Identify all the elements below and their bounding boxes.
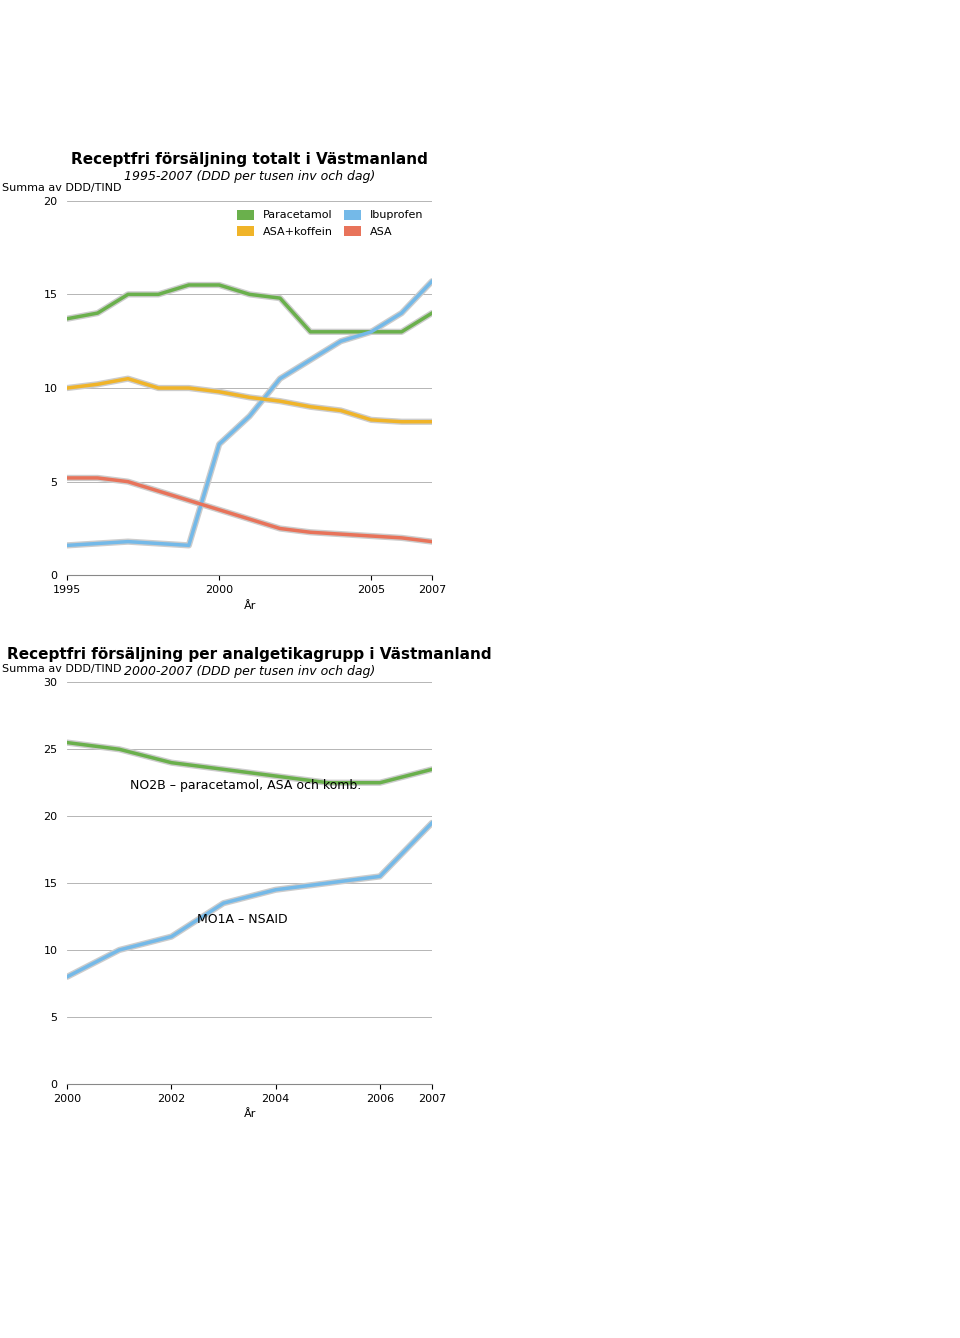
Text: Summa av DDD/TIND: Summa av DDD/TIND [2, 183, 121, 193]
ASA [304, 524, 316, 541]
Text: MO1A – NSAID: MO1A – NSAID [198, 914, 288, 926]
Text: Receptfri försäljning per analgetikagrupp i Västmanland: Receptfri försäljning per analgetikagrup… [8, 648, 492, 662]
Line: Paracetamol: Paracetamol [67, 285, 432, 332]
Ibuprofen [335, 333, 347, 349]
ASA [366, 529, 377, 545]
ASA+koffein [426, 413, 438, 429]
ASA [153, 483, 164, 499]
Ibuprofen [122, 534, 133, 550]
X-axis label: År: År [244, 1109, 255, 1119]
Paracetamol [366, 324, 377, 340]
Paracetamol [304, 324, 316, 340]
Ibuprofen [183, 538, 195, 554]
ASA+koffein [304, 399, 316, 415]
ASA+koffein [61, 380, 73, 396]
Text: 1995-2007 (DDD per tusen inv och dag): 1995-2007 (DDD per tusen inv och dag) [124, 170, 375, 183]
Paracetamol [213, 277, 225, 293]
ASA [122, 474, 133, 490]
ASA [183, 492, 195, 508]
ASA [244, 511, 255, 527]
Line: ASA: ASA [67, 478, 432, 542]
Text: Summa av DDD/TIND: Summa av DDD/TIND [2, 665, 121, 674]
ASA [275, 520, 286, 537]
Text: Receptfri försäljning totalt i Västmanland: Receptfri försäljning totalt i Västmanla… [71, 153, 428, 167]
Line: Ibuprofen: Ibuprofen [67, 281, 432, 546]
ASA+koffein [122, 371, 133, 387]
Paracetamol [183, 277, 195, 293]
ASA+koffein [335, 403, 347, 419]
ASA+koffein [183, 380, 195, 396]
Paracetamol [153, 286, 164, 302]
Ibuprofen [304, 352, 316, 368]
Ibuprofen [92, 535, 104, 551]
ASA [335, 526, 347, 542]
X-axis label: År: År [244, 601, 255, 610]
Ibuprofen [153, 535, 164, 551]
Paracetamol [396, 324, 407, 340]
ASA+koffein [275, 393, 286, 409]
ASA [92, 470, 104, 486]
Paracetamol [244, 286, 255, 302]
ASA+koffein [396, 413, 407, 429]
Paracetamol [275, 290, 286, 306]
ASA+koffein [92, 376, 104, 392]
Text: NO2B – paracetamol, ASA och komb.: NO2B – paracetamol, ASA och komb. [130, 780, 361, 792]
Ibuprofen [61, 538, 73, 554]
Ibuprofen [244, 408, 255, 424]
ASA [396, 530, 407, 546]
Paracetamol [122, 286, 133, 302]
Legend: Paracetamol, ASA+koffein, Ibuprofen, ASA: Paracetamol, ASA+koffein, Ibuprofen, ASA [234, 206, 426, 240]
Paracetamol [61, 310, 73, 326]
ASA+koffein [213, 384, 225, 400]
Ibuprofen [275, 371, 286, 387]
ASA [213, 502, 225, 518]
Ibuprofen [366, 324, 377, 340]
Paracetamol [92, 305, 104, 321]
ASA+koffein [366, 412, 377, 428]
Ibuprofen [396, 305, 407, 321]
Ibuprofen [213, 436, 225, 452]
ASA [426, 534, 438, 550]
ASA+koffein [244, 389, 255, 405]
Paracetamol [426, 305, 438, 321]
ASA+koffein [153, 380, 164, 396]
ASA [61, 470, 73, 486]
Line: ASA+koffein: ASA+koffein [67, 379, 432, 421]
Ibuprofen [426, 273, 438, 289]
Paracetamol [335, 324, 347, 340]
Text: 2000-2007 (DDD per tusen inv och dag): 2000-2007 (DDD per tusen inv och dag) [124, 665, 375, 678]
